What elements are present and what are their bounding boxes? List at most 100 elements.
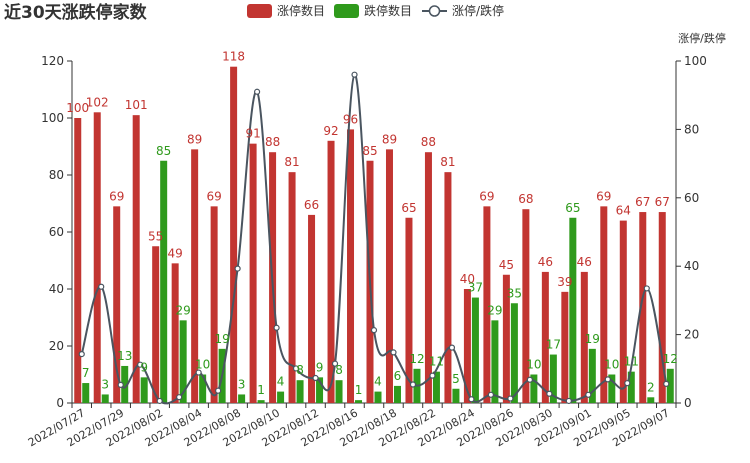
ratio-point <box>526 376 533 383</box>
left-tick-label: 20 <box>49 339 64 353</box>
label-limit-up: 46 <box>538 255 553 269</box>
ratio-point <box>273 324 280 331</box>
ratio-point <box>624 380 631 387</box>
bar-limit-down <box>491 320 499 403</box>
ratio-line-layer <box>78 71 670 405</box>
label-limit-up: 81 <box>440 155 455 169</box>
label-limit-down: 6 <box>394 369 402 383</box>
label-limit-down: 12 <box>663 352 678 366</box>
label-limit-up: 91 <box>245 127 260 141</box>
ratio-point <box>390 349 397 356</box>
label-limit-down: 65 <box>565 201 580 215</box>
ratio-point <box>351 71 358 78</box>
ratio-point <box>331 360 339 367</box>
right-axis-name: 涨停/跌停 <box>678 31 726 45</box>
bar-limit-down <box>199 374 207 403</box>
ratio-point <box>663 380 670 387</box>
label-limit-down: 1 <box>355 383 363 397</box>
legend-item-2: 跌停数目 <box>334 3 412 18</box>
bar-limit-up <box>502 274 510 403</box>
bar-limit-down <box>549 354 557 403</box>
bar-limit-down <box>316 377 324 403</box>
right-tick-label: 60 <box>684 191 699 205</box>
label-limit-down: 11 <box>429 355 444 369</box>
ratio-point <box>117 381 124 388</box>
label-limit-down: 29 <box>487 303 502 317</box>
label-limit-down: 10 <box>526 358 541 372</box>
bar-limit-down <box>296 380 304 403</box>
legend-label: 涨停数目 <box>277 3 325 18</box>
legend-item-1: 涨停数目 <box>247 3 325 18</box>
bar-limit-up <box>132 115 140 404</box>
bars <box>74 66 674 404</box>
bar-limit-up <box>152 246 160 403</box>
label-limit-up: 65 <box>401 201 416 215</box>
left-tick-label: 80 <box>49 168 64 182</box>
label-limit-up: 69 <box>109 189 124 203</box>
label-limit-down: 10 <box>604 358 619 372</box>
ratio-point <box>448 344 456 351</box>
bar-limit-up <box>93 112 101 404</box>
ratio-point <box>370 327 378 334</box>
ratio-point <box>98 283 105 290</box>
ratio-point <box>234 265 241 272</box>
bar-limit-down <box>355 400 363 403</box>
ratio-point <box>565 397 572 405</box>
bar-limit-up <box>424 152 432 403</box>
bar-limit-up <box>288 172 296 403</box>
label-limit-up: 81 <box>284 155 299 169</box>
bar-limit-up <box>191 149 199 403</box>
left-tick-label: 60 <box>49 225 64 239</box>
label-limit-down: 13 <box>117 349 132 363</box>
label-limit-up: 89 <box>382 132 397 146</box>
label-limit-down: 35 <box>507 286 522 300</box>
legend-swatch <box>247 4 272 18</box>
bar-limit-down <box>335 380 343 403</box>
label-limit-up: 100 <box>66 101 89 115</box>
ratio-point <box>253 88 261 95</box>
label-limit-down: 4 <box>374 375 382 389</box>
legend-swatch <box>334 4 359 18</box>
label-limit-down: 19 <box>214 332 229 346</box>
legend-marker <box>428 5 441 17</box>
label-limit-down: 8 <box>335 363 343 377</box>
ratio-point <box>156 397 163 405</box>
right-tick-label: 100 <box>684 54 707 68</box>
label-limit-up: 92 <box>323 124 338 138</box>
bar-limit-down <box>374 391 382 403</box>
bar-limit-up <box>249 143 257 403</box>
label-limit-up: 69 <box>596 189 611 203</box>
ratio-point <box>409 381 417 388</box>
bar-limit-down <box>277 391 285 403</box>
bar-limit-down <box>452 388 460 403</box>
label-limit-down: 10 <box>195 358 210 372</box>
label-limit-up: 55 <box>148 229 163 243</box>
label-limit-up: 46 <box>577 255 592 269</box>
bar-limit-down <box>160 160 168 403</box>
bar-limit-down <box>588 348 596 403</box>
bar-limit-down <box>666 368 674 403</box>
ratio-point <box>137 361 144 368</box>
left-tick-label: 120 <box>41 54 64 68</box>
bar-limit-up <box>658 212 666 403</box>
label-limit-up: 45 <box>499 258 514 272</box>
bar-limit-up <box>463 289 471 403</box>
label-limit-up: 68 <box>518 192 533 206</box>
label-limit-down: 7 <box>82 366 90 380</box>
bar-limit-up <box>385 149 393 403</box>
left-tick-label: 40 <box>49 282 64 296</box>
label-limit-down: 1 <box>257 383 265 397</box>
bar-limit-up <box>113 206 121 403</box>
bar-limit-up <box>561 291 569 403</box>
bar-limit-down <box>82 383 90 403</box>
legend-item-3: 涨停/跌停 <box>422 3 504 18</box>
right-tick-label: 0 <box>684 396 692 410</box>
label-limit-down: 2 <box>647 380 655 394</box>
ratio-point <box>176 394 183 401</box>
label-limit-up: 40 <box>460 272 475 286</box>
bar-limit-up <box>171 263 179 403</box>
bar-limit-down <box>101 394 109 403</box>
label-limit-up: 88 <box>421 135 436 149</box>
bar-limit-up <box>347 129 355 403</box>
